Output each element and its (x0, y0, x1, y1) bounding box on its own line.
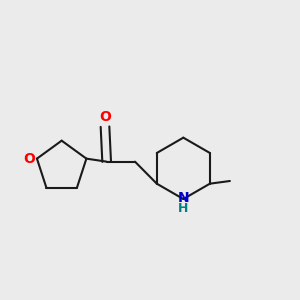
Text: O: O (24, 152, 35, 166)
Text: N: N (178, 191, 189, 205)
Text: O: O (99, 110, 111, 124)
Text: H: H (178, 202, 188, 215)
